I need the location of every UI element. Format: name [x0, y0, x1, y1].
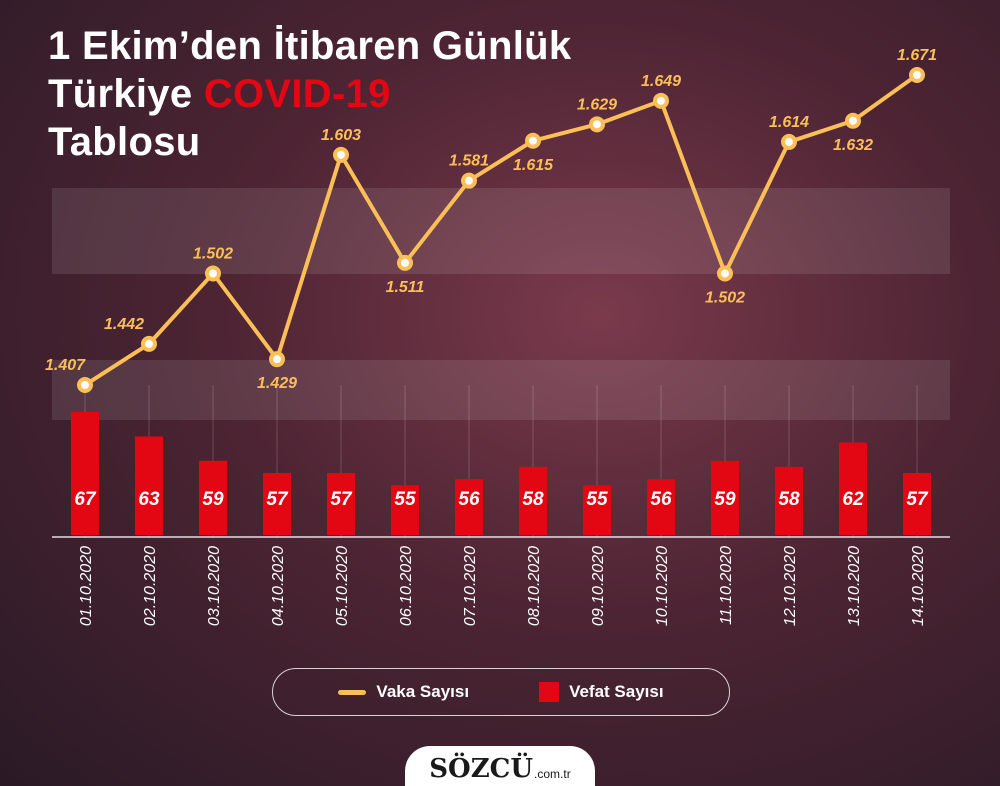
line-value-label: 1.407	[45, 357, 86, 374]
bar	[647, 479, 675, 535]
bar-value-label: 55	[394, 489, 416, 510]
bar	[903, 473, 931, 535]
line-value-label: 1.649	[641, 73, 681, 90]
x-tick-label: 02.10.2020	[142, 546, 159, 626]
x-tick-label: 09.10.2020	[590, 546, 607, 626]
line-value-label: 1.671	[897, 47, 937, 64]
bar-value-label: 57	[330, 489, 353, 510]
x-tick-label: 04.10.2020	[270, 546, 287, 626]
legend: Vaka Sayısı Vefat Sayısı	[272, 668, 730, 716]
bar-value-label: 57	[266, 489, 289, 510]
x-tick-label: 11.10.2020	[718, 546, 735, 625]
brand-logo: SÖZCÜ .com.tr	[405, 746, 595, 786]
title-line-3: Tablosu	[48, 120, 201, 164]
line-value-label: 1.502	[193, 245, 233, 262]
chart-title: 1 Ekim’den İtibaren Günlük Türkiye COVID…	[48, 22, 571, 166]
line-point	[461, 172, 477, 189]
line-value-label: 1.614	[769, 114, 809, 131]
line-value-label: 1.603	[321, 127, 361, 144]
x-tick-label: 05.10.2020	[334, 546, 351, 626]
legend-cases-label: Vaka Sayısı	[376, 682, 470, 701]
legend-line-swatch	[338, 689, 367, 695]
x-tick-label: 10.10.2020	[654, 546, 671, 626]
bar	[711, 460, 739, 535]
line-point	[77, 377, 93, 393]
bar-value-label: 67	[74, 489, 97, 510]
bar-value-label: 56	[650, 489, 672, 510]
line-point	[845, 112, 861, 129]
title-line-1: 1 Ekim’den İtibaren Günlük	[48, 24, 572, 68]
bar-value-label: 63	[138, 489, 160, 510]
series-line-cases	[83, 73, 919, 387]
x-tick-label: 07.10.2020	[462, 546, 479, 626]
background-band	[52, 360, 950, 420]
line-point	[717, 265, 733, 282]
bar	[583, 485, 611, 535]
bar	[519, 466, 547, 535]
line-value-label: 1.511	[386, 279, 425, 296]
x-tick-label: 03.10.2020	[206, 546, 223, 626]
x-tick-label: 08.10.2020	[526, 546, 543, 626]
line-point	[781, 133, 797, 150]
bar	[391, 485, 419, 535]
x-tick-label: 14.10.2020	[910, 546, 927, 626]
x-tick-label: 06.10.2020	[398, 546, 415, 626]
bar	[775, 466, 803, 535]
title-line-2-prefix: Türkiye	[48, 72, 204, 116]
bar-value-label: 57	[906, 489, 929, 510]
line-value-label: 1.632	[833, 137, 873, 154]
line-point	[269, 351, 285, 368]
bar	[455, 479, 483, 535]
bar	[839, 442, 867, 535]
bar	[135, 436, 163, 535]
bar-value-label: 55	[586, 489, 608, 510]
bar	[327, 473, 355, 535]
background-band	[52, 188, 950, 274]
legend-bar-swatch	[539, 682, 560, 702]
line-point	[589, 116, 605, 133]
line-value-label: 1.629	[577, 96, 617, 113]
logo-suffix: .com.tr	[534, 767, 571, 781]
logo-name: SÖZCÜ	[429, 754, 534, 784]
line-point	[909, 67, 925, 83]
bar-value-label: 62	[842, 489, 864, 510]
line-point	[525, 132, 541, 149]
line-point	[333, 146, 349, 163]
bar	[199, 460, 227, 535]
line-value-label: 1.442	[104, 316, 144, 333]
line-value-label: 1.502	[705, 289, 745, 306]
line-point	[205, 265, 221, 282]
bar-value-label: 58	[522, 489, 544, 510]
bar-value-label: 58	[778, 489, 800, 510]
bar	[263, 473, 291, 535]
bar	[71, 412, 99, 535]
title-accent: COVID-19	[203, 72, 391, 116]
x-tick-label: 01.10.2020	[78, 546, 95, 626]
x-tick-label: 13.10.2020	[846, 546, 863, 626]
x-tick-label: 12.10.2020	[782, 546, 799, 626]
line-value-label: 1.615	[513, 157, 554, 174]
line-value-label: 1.429	[257, 375, 297, 392]
line-value-label: 1.581	[449, 153, 489, 170]
bar-value-label: 59	[714, 489, 736, 510]
line-point	[141, 335, 157, 352]
bar-value-label: 59	[202, 489, 224, 510]
legend-item-cases: Vaka Sayısı	[338, 682, 469, 702]
line-point	[397, 254, 413, 271]
bar-value-label: 56	[458, 489, 480, 510]
title-line-2: Türkiye COVID-19	[48, 70, 571, 118]
legend-item-deaths: Vefat Sayısı	[539, 682, 664, 702]
line-point	[653, 92, 669, 109]
legend-deaths-label: Vefat Sayısı	[569, 682, 664, 701]
